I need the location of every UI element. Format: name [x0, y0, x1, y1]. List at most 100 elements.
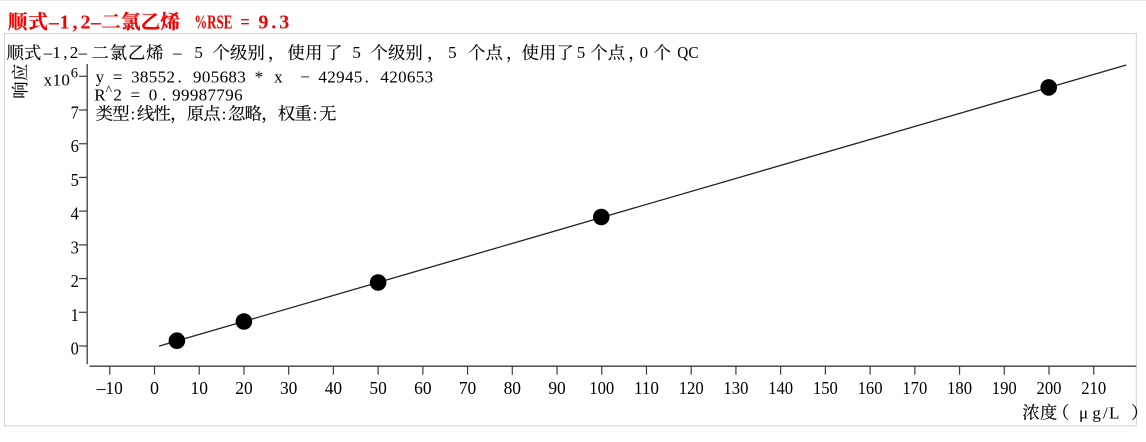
svg-text:0: 0 — [640, 43, 649, 62]
svg-text:2: 2 — [389, 68, 398, 87]
svg-text:9: 9 — [336, 68, 345, 87]
svg-text:2: 2 — [327, 68, 336, 87]
svg-text:4: 4 — [345, 68, 354, 87]
svg-text:2: 2 — [113, 85, 122, 104]
svg-text:110: 110 — [634, 378, 659, 398]
svg-text:8: 8 — [199, 85, 208, 104]
svg-text:L: L — [1109, 404, 1119, 423]
svg-text:–: – — [43, 43, 53, 62]
svg-text:0: 0 — [202, 68, 211, 87]
svg-text:70: 70 — [459, 378, 476, 398]
svg-text:μ: μ — [1079, 404, 1088, 423]
svg-text:1: 1 — [71, 305, 79, 325]
svg-text:6: 6 — [71, 136, 79, 156]
svg-text:^: ^ — [106, 84, 113, 99]
svg-text:.: . — [178, 68, 182, 87]
svg-text::: : — [130, 105, 135, 124]
svg-text:3: 3 — [131, 68, 140, 87]
svg-text:–10: –10 — [96, 378, 123, 398]
svg-text:9: 9 — [172, 85, 181, 104]
svg-text:=: = — [113, 68, 123, 87]
svg-text:5: 5 — [448, 43, 457, 62]
svg-text:9: 9 — [225, 85, 234, 104]
svg-text:150: 150 — [813, 378, 838, 398]
svg-text:9: 9 — [193, 68, 202, 87]
svg-text:6: 6 — [234, 85, 243, 104]
svg-text:1: 1 — [59, 12, 69, 34]
svg-text:y: y — [96, 68, 105, 87]
svg-text:100: 100 — [589, 378, 614, 398]
svg-text:,: , — [63, 43, 67, 62]
svg-text:2: 2 — [70, 43, 79, 62]
svg-text:190: 190 — [992, 378, 1017, 398]
svg-text:5: 5 — [577, 43, 586, 62]
svg-text:.: . — [271, 12, 276, 34]
svg-text:6: 6 — [407, 68, 416, 87]
svg-text:9: 9 — [258, 12, 268, 34]
svg-text:/: / — [1103, 404, 1108, 423]
svg-text:200: 200 — [1037, 378, 1062, 398]
svg-text:%RSE: %RSE — [194, 12, 232, 34]
svg-text:7: 7 — [216, 85, 225, 104]
svg-text:2: 2 — [166, 68, 175, 87]
svg-text:–: – — [90, 12, 102, 34]
svg-text:3: 3 — [71, 237, 79, 257]
svg-text:90: 90 — [548, 378, 565, 398]
svg-text:140: 140 — [768, 378, 793, 398]
svg-text:160: 160 — [858, 378, 883, 398]
svg-text:5: 5 — [354, 68, 363, 87]
svg-text:5: 5 — [416, 68, 425, 87]
svg-text:6: 6 — [71, 66, 78, 82]
svg-text:2: 2 — [80, 12, 90, 34]
svg-text:7: 7 — [71, 103, 79, 123]
svg-text:R: R — [94, 85, 106, 104]
svg-text:180: 180 — [947, 378, 972, 398]
svg-text:5: 5 — [211, 68, 220, 87]
svg-text:20: 20 — [235, 378, 252, 398]
svg-text:9: 9 — [181, 85, 190, 104]
svg-text:1: 1 — [52, 43, 61, 62]
svg-text:4: 4 — [380, 68, 389, 87]
svg-text::: : — [313, 105, 318, 124]
svg-text:–: – — [78, 43, 88, 62]
svg-text:5: 5 — [71, 170, 79, 190]
svg-text:6: 6 — [220, 68, 229, 87]
svg-text:0: 0 — [71, 339, 79, 359]
svg-text:210: 210 — [1081, 378, 1106, 398]
svg-text:0: 0 — [150, 378, 159, 398]
svg-text:1: 1 — [53, 71, 62, 90]
svg-text:30: 30 — [280, 378, 297, 398]
svg-text:10: 10 — [191, 378, 208, 398]
svg-text:.: . — [162, 85, 166, 104]
svg-text:g: g — [1092, 404, 1101, 423]
svg-text:5: 5 — [158, 68, 167, 87]
svg-text:−: − — [300, 68, 310, 87]
svg-text:0: 0 — [398, 68, 407, 87]
svg-text:5: 5 — [194, 43, 203, 62]
svg-text:130: 130 — [723, 378, 748, 398]
svg-text:9: 9 — [190, 85, 199, 104]
svg-text:–: – — [172, 43, 182, 62]
svg-text:x: x — [274, 68, 283, 87]
svg-text:5: 5 — [352, 43, 361, 62]
svg-text:3: 3 — [425, 68, 434, 87]
svg-text:3: 3 — [237, 68, 246, 87]
svg-text:8: 8 — [140, 68, 149, 87]
svg-text:=: = — [131, 85, 141, 104]
svg-text:*: * — [255, 68, 264, 87]
svg-text:80: 80 — [504, 378, 521, 398]
svg-text:4: 4 — [318, 68, 327, 87]
svg-text:7: 7 — [208, 85, 217, 104]
svg-text:–: – — [48, 12, 60, 34]
svg-text:2: 2 — [71, 271, 79, 291]
svg-text:3: 3 — [279, 12, 289, 34]
svg-text:0: 0 — [61, 71, 70, 90]
svg-text:120: 120 — [679, 378, 704, 398]
svg-text:=: = — [240, 12, 249, 34]
svg-text:40: 40 — [325, 378, 342, 398]
svg-text:.: . — [365, 68, 369, 87]
svg-text:0: 0 — [149, 85, 158, 104]
svg-text:x: x — [44, 71, 53, 90]
svg-text:QC: QC — [677, 43, 698, 62]
svg-text:5: 5 — [149, 68, 158, 87]
